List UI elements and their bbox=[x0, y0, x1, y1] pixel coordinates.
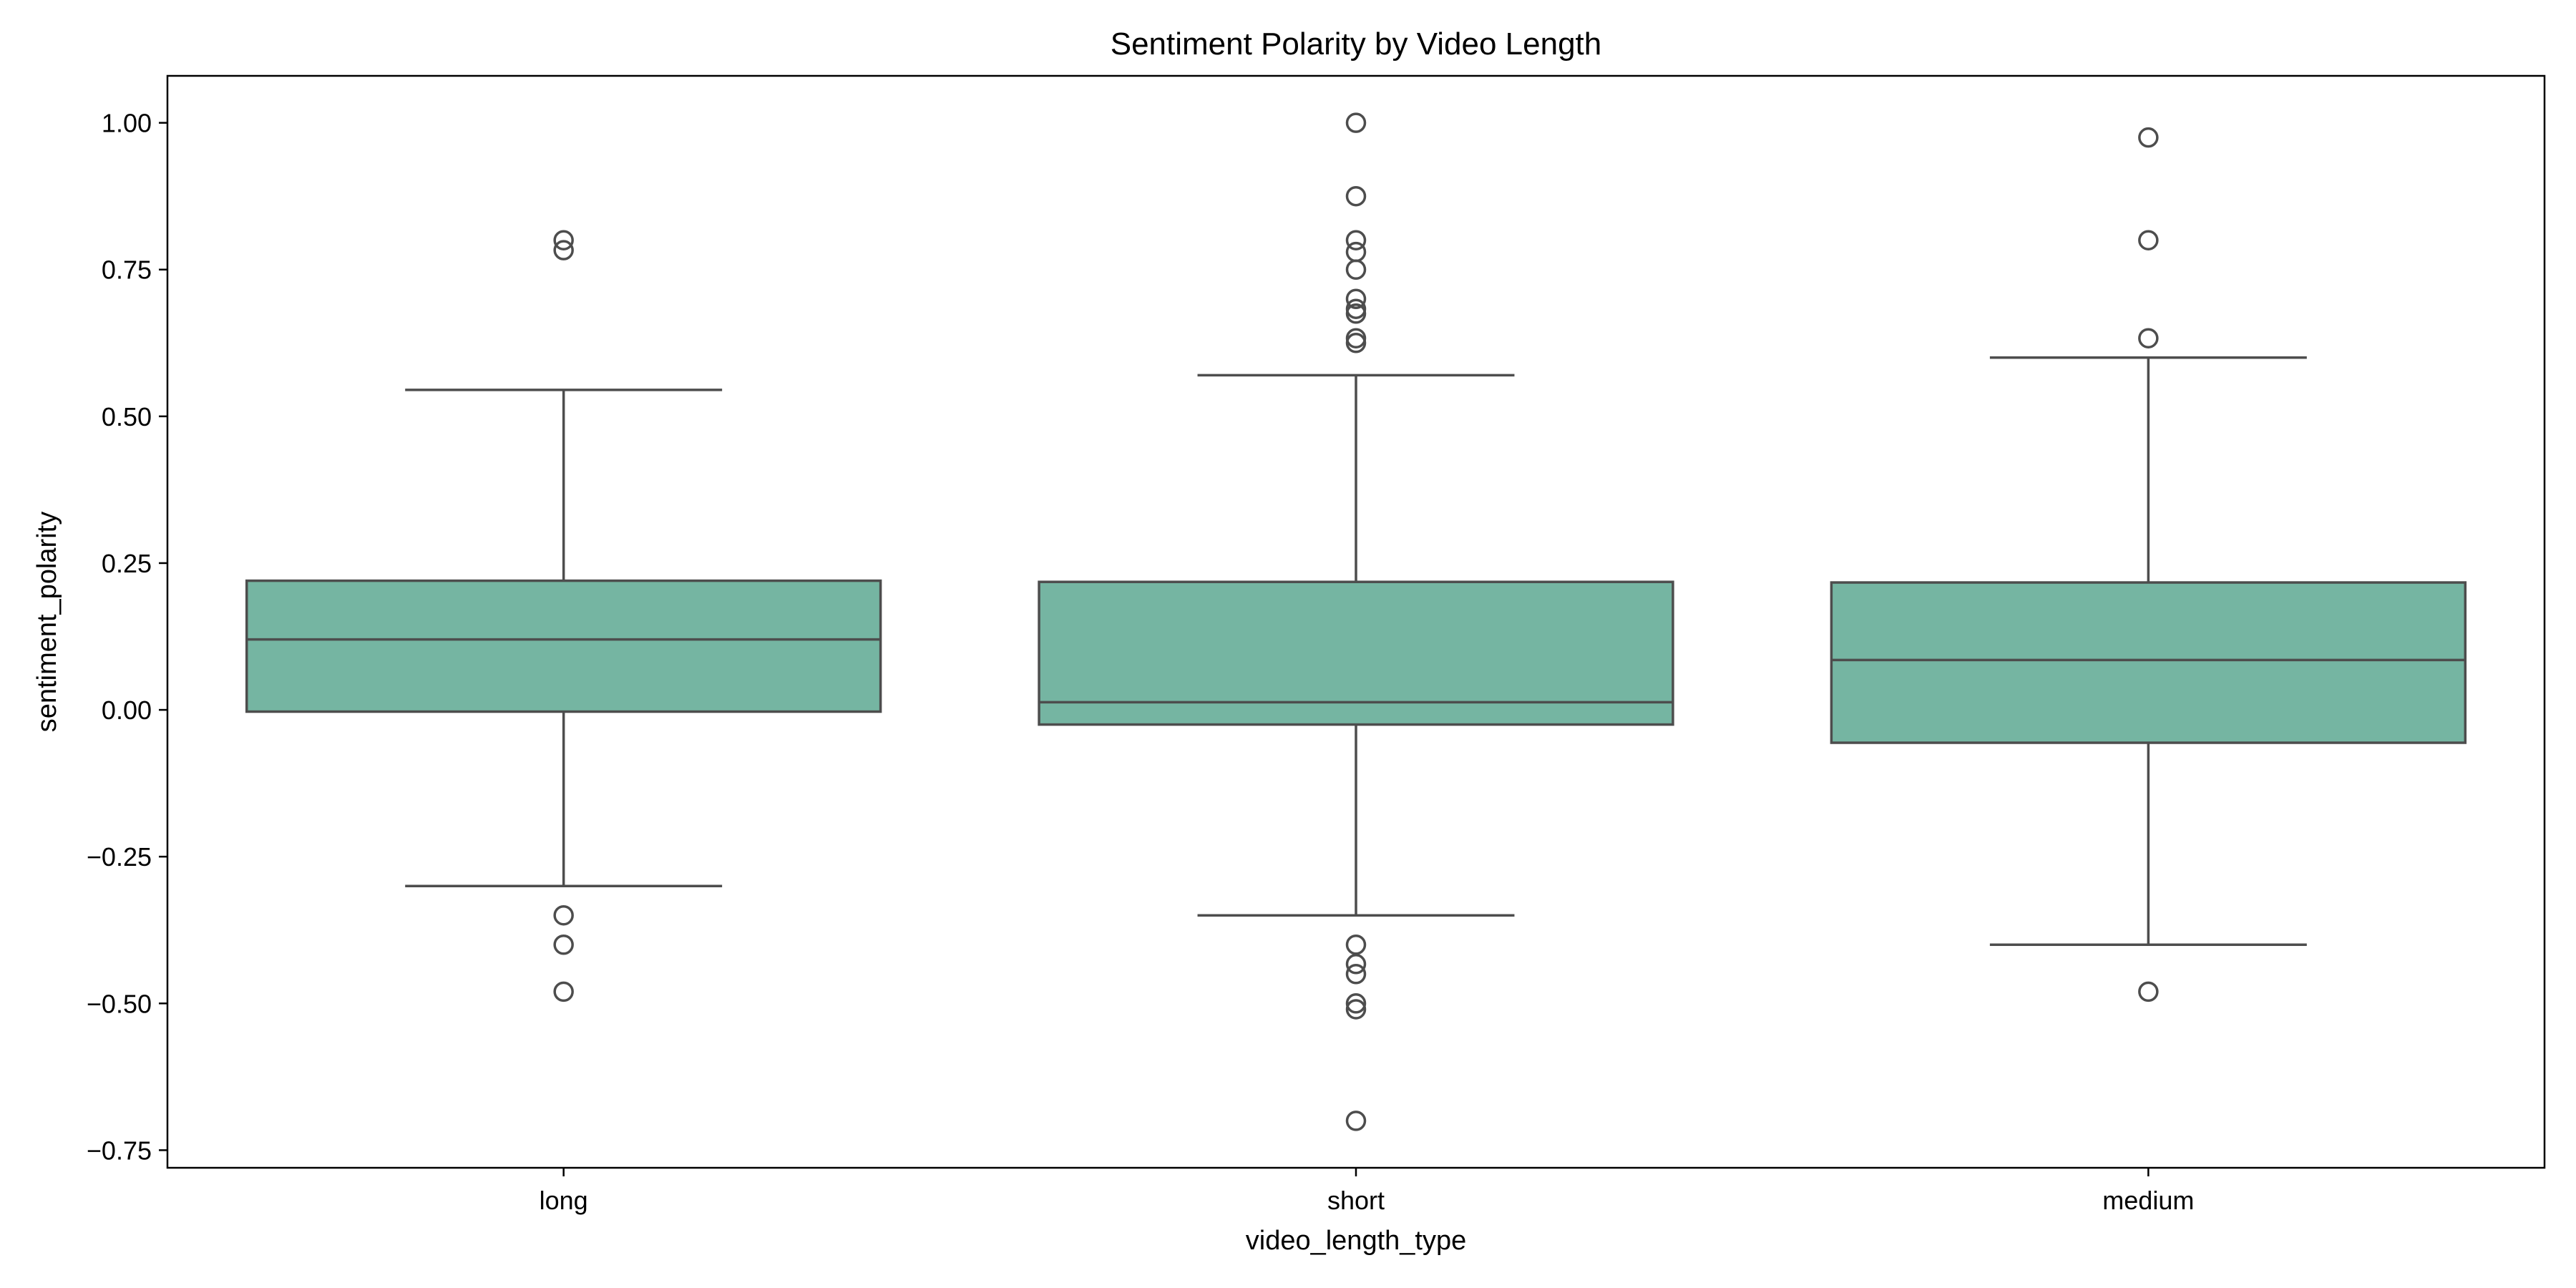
outlier-point bbox=[1345, 993, 1367, 1014]
iqr-box bbox=[1038, 580, 1674, 726]
outlier-point bbox=[1345, 112, 1367, 133]
y-tick-label: 0.50 bbox=[102, 402, 152, 431]
x-tick-label: long bbox=[540, 1186, 588, 1215]
outlier-point bbox=[2138, 328, 2159, 348]
outlier-point bbox=[1345, 999, 1367, 1020]
x-tick-label: medium bbox=[2102, 1186, 2194, 1215]
iqr-box bbox=[1830, 581, 2467, 744]
outlier-point bbox=[1345, 954, 1367, 975]
y-tick-label: −0.50 bbox=[87, 989, 152, 1018]
boxes-group bbox=[245, 112, 2467, 1131]
x-axis-ticks: long short medium bbox=[540, 1168, 2194, 1215]
outlier-point bbox=[553, 240, 574, 260]
outlier-point bbox=[553, 981, 574, 1002]
x-tick-label: short bbox=[1327, 1186, 1385, 1215]
outlier-point bbox=[2138, 230, 2159, 250]
outlier-point bbox=[1345, 934, 1367, 955]
y-tick-label: 0.00 bbox=[102, 696, 152, 725]
y-tick-label: −0.75 bbox=[87, 1136, 152, 1165]
outlier-point bbox=[1345, 288, 1367, 310]
outlier-point bbox=[1345, 964, 1367, 985]
outlier-point bbox=[2138, 127, 2159, 148]
outlier-point bbox=[553, 230, 574, 250]
plot-frame bbox=[166, 74, 2546, 1169]
outlier-point bbox=[2138, 981, 2159, 1002]
x-axis-label: video_length_type bbox=[1246, 1226, 1466, 1256]
y-tick-label: −0.25 bbox=[87, 842, 152, 872]
box-short bbox=[1038, 112, 1674, 1131]
box-medium bbox=[1830, 127, 2467, 1002]
y-tick-label: 0.25 bbox=[102, 549, 152, 578]
y-axis-ticks: −0.75 −0.50 −0.25 0.00 0.25 0.50 0.75 1.00 bbox=[87, 109, 167, 1165]
box-long bbox=[245, 230, 882, 1002]
outlier-point bbox=[553, 934, 574, 955]
outlier-point bbox=[1345, 333, 1367, 353]
y-axis-label: sentiment_polarity bbox=[32, 512, 62, 732]
y-tick-label: 0.75 bbox=[102, 255, 152, 285]
outlier-point bbox=[1345, 1111, 1367, 1131]
outlier-point bbox=[1345, 259, 1367, 280]
chart-title: Sentiment Polarity by Video Length bbox=[1111, 26, 1602, 62]
outlier-point bbox=[553, 904, 574, 926]
outlier-point bbox=[1345, 230, 1367, 250]
y-tick-label: 1.00 bbox=[102, 109, 152, 138]
iqr-box bbox=[245, 579, 882, 713]
outlier-point bbox=[1345, 241, 1367, 263]
outlier-point bbox=[1345, 185, 1367, 207]
outlier-point bbox=[1345, 303, 1367, 324]
